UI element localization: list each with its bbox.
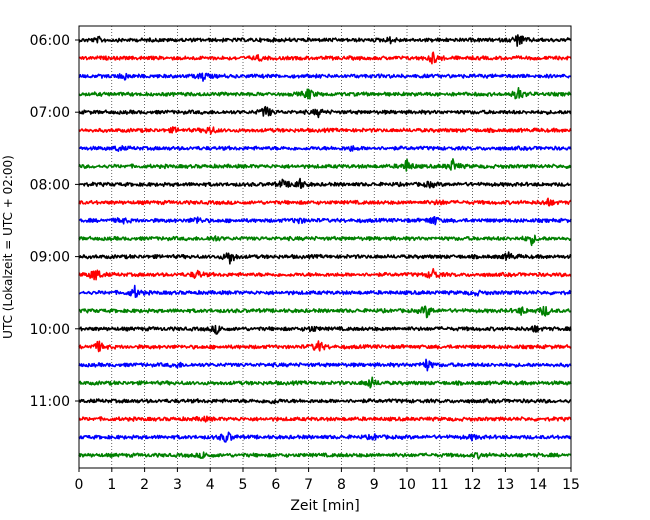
y-tick-label: 07:00	[30, 105, 70, 121]
x-tick-label: 7	[304, 477, 313, 493]
x-tick-label: 11	[431, 477, 449, 493]
x-axis-label: Zeit [min]	[290, 498, 359, 514]
seismogram-trace	[78, 177, 572, 189]
seismogram-trace	[78, 268, 572, 281]
seismogram-trace	[78, 358, 572, 372]
seismogram-trace	[78, 305, 572, 319]
x-tick-label: 3	[173, 477, 182, 493]
x-tick-label: 8	[337, 477, 346, 493]
x-axis-ticks: 0 1 2 3 4 5 6 7 8 9 10 11 12 13 14 15	[75, 468, 580, 493]
seismogram-trace	[78, 158, 572, 172]
seismogram-trace	[78, 105, 572, 119]
seismogram-trace	[78, 126, 572, 135]
seismogram-trace	[78, 234, 572, 247]
seismogram-trace	[78, 398, 572, 405]
seismogram-trace	[78, 251, 572, 265]
seismogram-trace	[78, 145, 572, 152]
x-tick-label: 14	[529, 477, 547, 493]
seismogram-trace	[78, 284, 572, 299]
y-axis-ticks: 06:00 07:00 08:00 09:00 10:00 11:00	[30, 33, 79, 410]
seismogram-trace	[78, 415, 572, 423]
seismogram-trace	[78, 215, 572, 226]
seismogram-trace	[78, 340, 572, 353]
x-tick-label: 12	[464, 477, 482, 493]
y-tick-label: 08:00	[30, 177, 70, 193]
y-tick-label: 10:00	[30, 322, 70, 338]
trace-layer	[78, 34, 572, 460]
seismogram-trace	[78, 72, 572, 82]
x-tick-label: 2	[140, 477, 149, 493]
seismogram-trace	[78, 86, 572, 100]
seismogram-trace	[78, 34, 572, 47]
x-tick-label: 4	[206, 477, 215, 493]
x-tick-label: 13	[496, 477, 514, 493]
y-axis-label: UTC (Lokalzeit = UTC + 02:00)	[1, 155, 15, 339]
seismogram-trace	[78, 324, 572, 335]
plot-frame	[78, 25, 572, 469]
seismogram-trace	[78, 197, 572, 207]
y-tick-label: 11:00	[30, 394, 70, 410]
x-tick-label: 15	[562, 477, 580, 493]
x-tick-label: 0	[75, 477, 84, 493]
y-tick-label: 09:00	[30, 250, 70, 266]
x-tick-label: 10	[398, 477, 416, 493]
x-tick-label: 6	[271, 477, 280, 493]
seismogram-trace	[78, 431, 572, 443]
seismogram-trace	[78, 376, 572, 389]
y-tick-label: 06:00	[30, 33, 70, 49]
x-tick-label: 5	[239, 477, 248, 493]
seismogram-trace	[78, 451, 572, 460]
seismogram-trace	[78, 51, 572, 65]
x-tick-label: 1	[107, 477, 116, 493]
x-tick-label: 9	[370, 477, 379, 493]
plot-area	[79, 26, 571, 468]
